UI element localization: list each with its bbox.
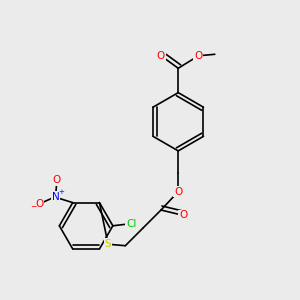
Text: O: O	[35, 199, 43, 209]
Text: O: O	[179, 210, 188, 220]
Text: N: N	[52, 192, 59, 202]
Text: Cl: Cl	[126, 219, 136, 229]
Text: +: +	[58, 189, 64, 195]
Text: S: S	[105, 239, 111, 249]
Text: O: O	[174, 187, 182, 196]
Text: O: O	[157, 51, 165, 61]
Text: O: O	[194, 51, 202, 61]
Text: O: O	[53, 175, 61, 185]
Text: −: −	[30, 202, 36, 211]
